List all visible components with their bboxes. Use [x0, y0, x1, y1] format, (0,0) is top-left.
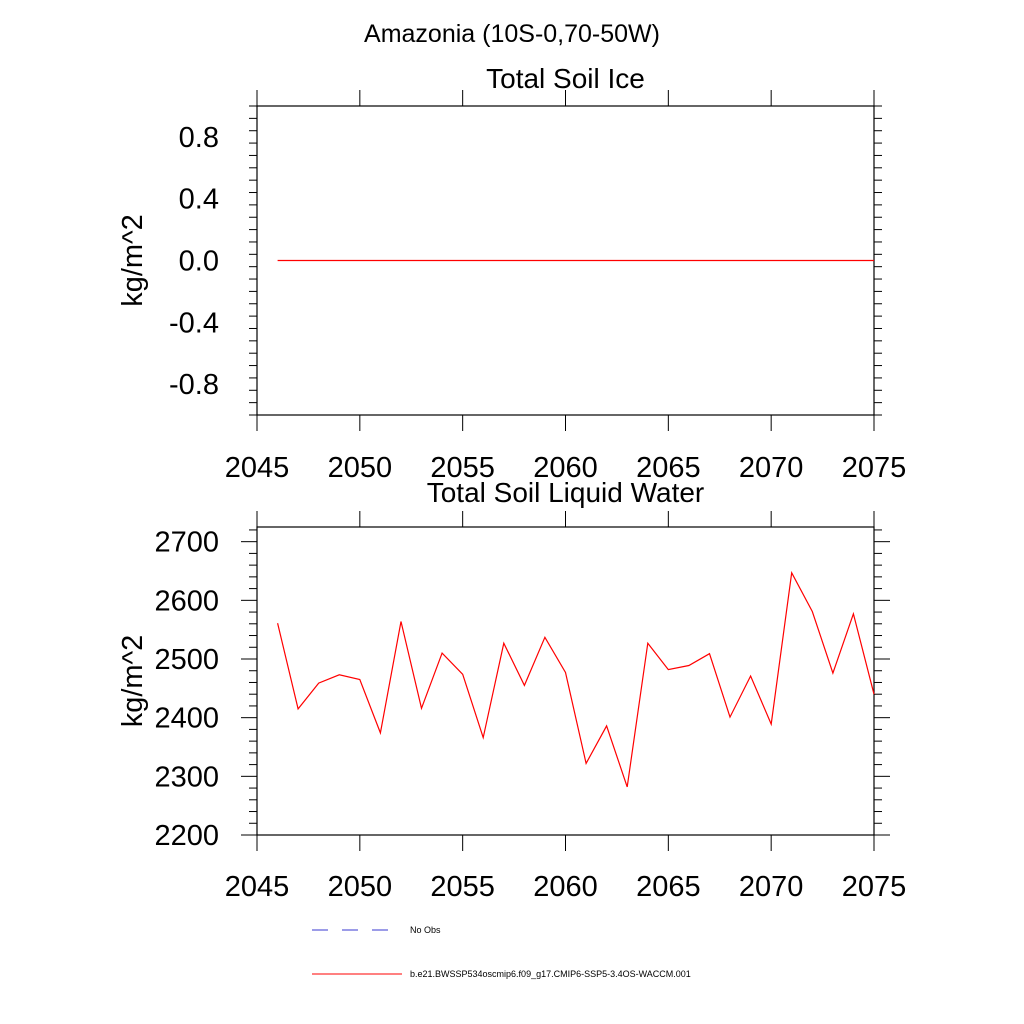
chart-title: Total Soil Ice [486, 63, 645, 94]
x-tick-label: 2075 [842, 452, 907, 484]
y-tick-label: 2700 [154, 527, 219, 559]
legend: No Obs b.e21.BWSSP534oscmip6.f09_g17.CMI… [312, 925, 691, 979]
x-tick-label: 2060 [533, 452, 598, 484]
x-tick-label: 2065 [636, 871, 701, 903]
x-tick-label: 2055 [430, 452, 495, 484]
y-tick-label: -0.8 [169, 369, 219, 401]
y-tick-label: -0.4 [169, 307, 219, 339]
y-tick-label: 2300 [154, 761, 219, 793]
legend-model-label: b.e21.BWSSP534oscmip6.f09_g17.CMIP6-SSP5… [410, 969, 691, 979]
legend-obs-label: No Obs [410, 925, 441, 935]
x-tick-label: 2070 [739, 452, 804, 484]
y-tick-label: 0.4 [179, 184, 219, 216]
series-line [277, 570, 875, 788]
x-tick-label: 2055 [430, 871, 495, 903]
x-tick-label: 2065 [636, 452, 701, 484]
y-axis-label: kg/m^2 [117, 635, 149, 728]
y-tick-label: 0.0 [179, 246, 219, 278]
x-tick-label: 2050 [328, 871, 393, 903]
soil-ice-panel: Total Soil Ice kg/m^2 2045 2050 2055 2060 2065… [117, 63, 906, 484]
x-tick-label: 2050 [328, 452, 393, 484]
y-tick-label: 2400 [154, 703, 219, 735]
plot-frame [256, 526, 875, 836]
x-tick-label: 2075 [842, 871, 907, 903]
soil-liquid-water-panel: Total Soil Liquid Water kg/m^2 2045 2050 205… [117, 477, 906, 903]
x-tick-label: 2045 [225, 452, 290, 484]
y-tick-label: 0.8 [179, 122, 219, 154]
x-tick-label: 2070 [739, 871, 804, 903]
y-axis-label: kg/m^2 [117, 214, 149, 307]
y-tick-label: 2600 [154, 585, 219, 617]
x-tick-label: 2060 [533, 871, 598, 903]
x-tick-label: 2045 [225, 871, 290, 903]
chart-title: Total Soil Liquid Water [427, 477, 705, 508]
page-title: Amazonia (10S-0,70-50W) [364, 20, 660, 48]
y-tick-label: 2500 [154, 644, 219, 676]
y-tick-label: 2200 [154, 820, 219, 852]
